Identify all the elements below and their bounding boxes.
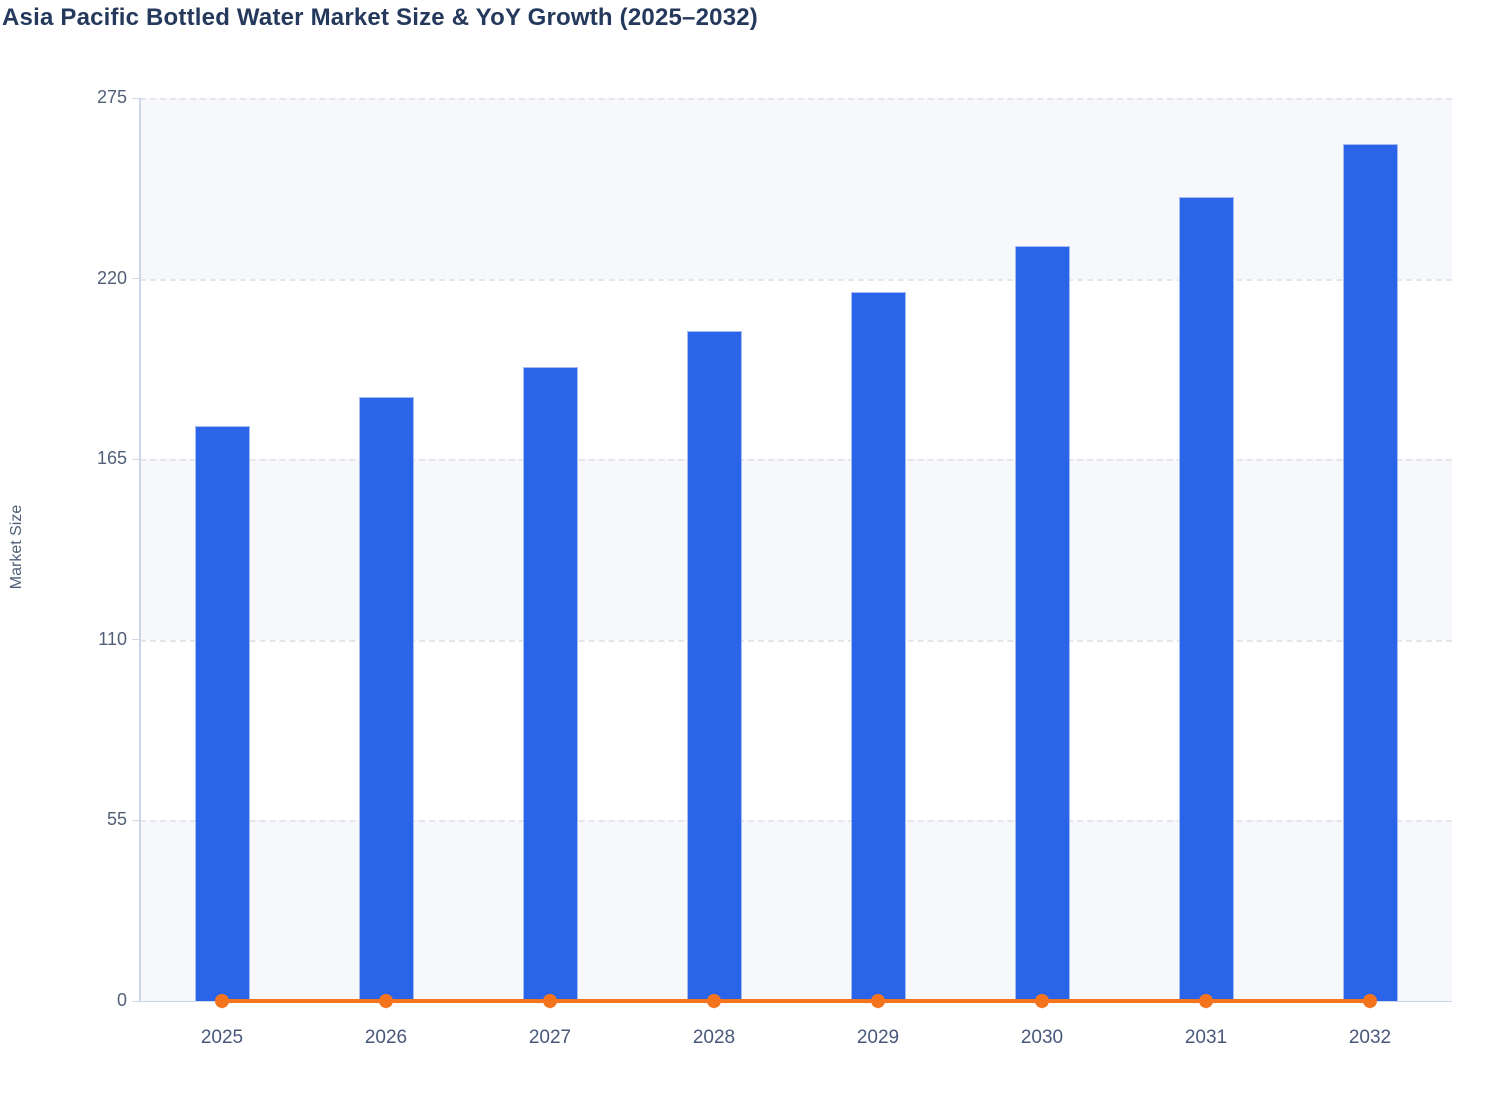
bar-2031 [1178, 196, 1234, 1001]
y-tick-label-110: 110 [98, 628, 127, 649]
bar-2028 [686, 331, 742, 1001]
bar-2030 [1014, 245, 1070, 1001]
gridline [140, 820, 1452, 823]
yoy-growth-point-2027 [543, 994, 557, 1008]
x-tick-label-2025: 2025 [200, 1027, 244, 1048]
y-axis-line [139, 98, 141, 1001]
y-tick-label-55: 55 [106, 809, 127, 830]
y-tick-mark [132, 819, 140, 821]
y-tick-label-165: 165 [96, 448, 127, 469]
x-tick-label-2026: 2026 [364, 1027, 408, 1048]
gridline [140, 98, 1452, 100]
yoy-growth-line [222, 998, 1370, 1004]
yoy-growth-point-2030 [1035, 994, 1049, 1008]
gridline [140, 639, 1452, 642]
plot-area [139, 98, 1452, 1008]
y-tick-mark [132, 639, 140, 641]
bar-2027 [522, 367, 578, 1001]
y-axis-title: Market Size [8, 504, 25, 590]
bar-2025 [194, 426, 250, 1001]
x-tick-label-2029: 2029 [856, 1027, 900, 1048]
yoy-growth-point-2029 [871, 994, 885, 1008]
x-tick-label-2030: 2030 [1020, 1027, 1064, 1048]
x-tick-label-2032: 2032 [1348, 1027, 1392, 1048]
y-tick-mark [132, 458, 140, 460]
yoy-growth-point-2032 [1363, 994, 1377, 1008]
gridline [140, 459, 1452, 462]
plot-band [140, 98, 1452, 279]
yoy-growth-point-2028 [707, 994, 721, 1008]
yoy-growth-point-2025 [215, 994, 229, 1008]
y-tick-mark [132, 1000, 140, 1002]
yoy-growth-point-2031 [1199, 994, 1213, 1008]
x-tick-label-2028: 2028 [692, 1027, 736, 1048]
plot-band [140, 459, 1452, 640]
y-tick-mark [132, 278, 140, 280]
yoy-growth-point-2026 [379, 994, 393, 1008]
gridline [140, 278, 1452, 281]
plot-band [140, 639, 1452, 821]
plot-band [140, 820, 1452, 1001]
y-tick-label-275: 275 [96, 87, 127, 107]
y-tick-mark [132, 97, 140, 99]
bar-2026 [358, 396, 414, 1001]
bar-2029 [850, 291, 906, 1001]
x-tick-label-2027: 2027 [528, 1027, 572, 1048]
chart-title: Asia Pacific Bottled Water Market Size &… [2, 4, 758, 31]
x-tick-label-2031: 2031 [1184, 1027, 1228, 1048]
y-tick-label-220: 220 [96, 267, 127, 288]
bar-2032 [1342, 143, 1398, 1001]
plot-band [140, 278, 1452, 460]
y-tick-label-0: 0 [116, 990, 127, 1010]
